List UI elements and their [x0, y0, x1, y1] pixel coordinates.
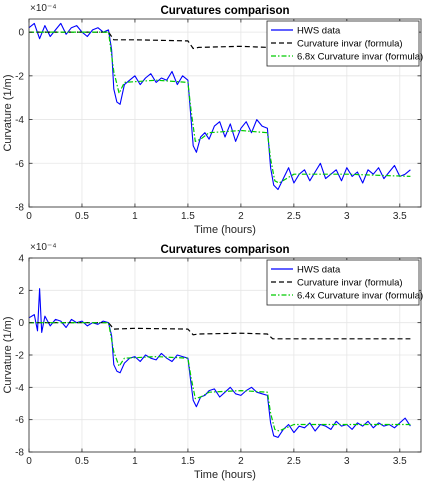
x-tick-label: 2 [238, 211, 244, 222]
y-tick-label: -2 [15, 351, 24, 362]
series-line-1 [28, 288, 411, 438]
legend-entry-2: Curvature invar (formula) [297, 277, 403, 288]
legend-entry-2: Curvature invar (formula) [297, 38, 403, 49]
legend-entry-3: 6.8x Curvature invar (formula) [297, 51, 423, 62]
legend-entry-1: HWS data [297, 264, 341, 275]
x-tick-label: 3 [344, 211, 350, 222]
chart-top: 0 0.5 1 1.5 2 2.5 3 3.5 0 -2 -4 -6 -8 ×10⁻⁴ Curvatures… [2, 3, 423, 236]
y-exponent-label: ×10⁻⁴ [30, 3, 57, 14]
chart-title: Curvatures comparison [160, 5, 289, 17]
x-tick-label: 0 [26, 211, 32, 222]
x-tick-label: 0.5 [75, 211, 89, 222]
x-tick-label: 2 [238, 456, 244, 467]
legend-box [266, 20, 420, 67]
x-tick-label: 3.5 [393, 211, 407, 222]
y-tick-label: -8 [15, 448, 24, 459]
x-tick-label: 2.5 [287, 456, 301, 467]
legend-entry-1: HWS data [297, 25, 341, 36]
y-tick-label: -8 [15, 203, 24, 214]
series-line-3 [29, 31, 411, 184]
x-tick-label: 2.5 [287, 211, 301, 222]
series-line-2 [29, 322, 411, 340]
y-tick-label: 2 [18, 286, 24, 297]
legend-entry-3: 6.4x Curvature invar (formula) [297, 290, 423, 301]
series-line-2 [29, 31, 411, 55]
series-line-3 [29, 322, 411, 432]
x-tick-label: 1.5 [181, 211, 195, 222]
x-tick-label: 0 [26, 456, 32, 467]
y-tick-label: -4 [15, 383, 24, 394]
y-axis-label: Curvature (1/m) [2, 74, 14, 151]
x-tick-label: 1 [132, 211, 138, 222]
y-tick-label: -6 [15, 415, 24, 426]
axes-box [28, 18, 422, 208]
x-axis-label: Time (hours) [194, 224, 256, 236]
x-tick-label: 3 [344, 456, 350, 467]
y-tick-label: 0 [18, 28, 24, 39]
chart-title: Curvatures comparison [160, 244, 289, 256]
x-axis-label: Time (hours) [194, 469, 256, 481]
x-tick-label: 3.5 [393, 456, 407, 467]
y-exponent-label: ×10⁻⁴ [30, 242, 57, 253]
x-tick-label: 1.5 [181, 456, 195, 467]
y-tick-label: 0 [18, 318, 24, 329]
y-tick-label: -4 [15, 115, 24, 126]
legend: HWS data Curvature invar (formula) 6.4x Cu… [266, 259, 423, 306]
y-tick-label: -2 [15, 71, 24, 82]
y-tick-label: -6 [15, 159, 24, 170]
chart-bottom: 0 0.5 1 1.5 2 2.5 3 3.5 4 2 0 -2 -4 -6 -8 ×10⁻⁴ Curvatur… [2, 242, 423, 481]
y-axis-label: Curvature (1/m) [2, 316, 14, 393]
x-tick-label: 0.5 [75, 456, 89, 467]
x-tick-label: 1 [132, 456, 138, 467]
legend-box [266, 259, 420, 306]
legend: HWS data Curvature invar (formula) 6.8x Cu… [266, 20, 423, 67]
y-tick-label: 4 [18, 254, 24, 265]
